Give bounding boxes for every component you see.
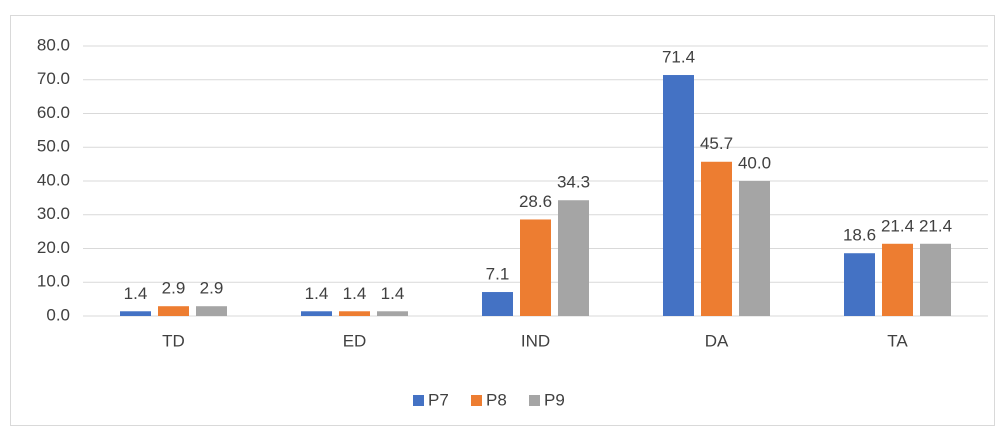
legend-swatch bbox=[413, 395, 424, 406]
data-label: 34.3 bbox=[557, 173, 590, 192]
y-tick-label: 20.0 bbox=[37, 238, 70, 257]
data-label: 1.4 bbox=[343, 284, 367, 303]
bar bbox=[158, 306, 189, 316]
y-tick-label: 0.0 bbox=[46, 305, 70, 324]
legend-label: P9 bbox=[544, 390, 565, 409]
data-label: 40.0 bbox=[738, 153, 771, 172]
data-label: 18.6 bbox=[843, 226, 876, 245]
bar bbox=[339, 311, 370, 316]
x-tick-label: IND bbox=[521, 331, 550, 350]
data-label: 21.4 bbox=[919, 216, 952, 235]
x-tick-label: TD bbox=[162, 331, 185, 350]
x-tick-label: TA bbox=[887, 331, 908, 350]
data-label: 21.4 bbox=[881, 216, 914, 235]
y-tick-label: 30.0 bbox=[37, 204, 70, 223]
data-label: 1.4 bbox=[124, 284, 148, 303]
bar bbox=[520, 219, 551, 316]
bar bbox=[558, 200, 589, 316]
data-label: 71.4 bbox=[662, 48, 695, 67]
chart-border bbox=[10, 15, 995, 426]
bar bbox=[882, 243, 913, 316]
bar bbox=[377, 311, 408, 316]
data-label: 1.4 bbox=[381, 284, 405, 303]
bar bbox=[920, 243, 951, 316]
y-tick-label: 80.0 bbox=[37, 35, 70, 54]
data-label: 2.9 bbox=[200, 279, 224, 298]
data-label: 2.9 bbox=[162, 279, 186, 298]
bar bbox=[120, 311, 151, 316]
bar bbox=[844, 253, 875, 316]
legend-label: P8 bbox=[486, 390, 507, 409]
legend-swatch bbox=[471, 395, 482, 406]
data-label: 28.6 bbox=[519, 192, 552, 211]
bar bbox=[301, 311, 332, 316]
y-tick-label: 70.0 bbox=[37, 69, 70, 88]
data-label: 7.1 bbox=[486, 265, 510, 284]
bar bbox=[482, 292, 513, 316]
x-tick-label: DA bbox=[705, 331, 729, 350]
legend-swatch bbox=[529, 395, 540, 406]
y-tick-label: 50.0 bbox=[37, 137, 70, 156]
y-tick-label: 10.0 bbox=[37, 272, 70, 291]
data-label: 1.4 bbox=[305, 284, 329, 303]
bar bbox=[701, 161, 732, 316]
y-tick-label: 60.0 bbox=[37, 103, 70, 122]
legend-label: P7 bbox=[428, 390, 449, 409]
bar bbox=[739, 181, 770, 316]
x-tick-label: ED bbox=[343, 331, 367, 350]
bar bbox=[196, 306, 227, 316]
bar bbox=[663, 75, 694, 317]
y-tick-label: 40.0 bbox=[37, 170, 70, 189]
data-label: 45.7 bbox=[700, 134, 733, 153]
